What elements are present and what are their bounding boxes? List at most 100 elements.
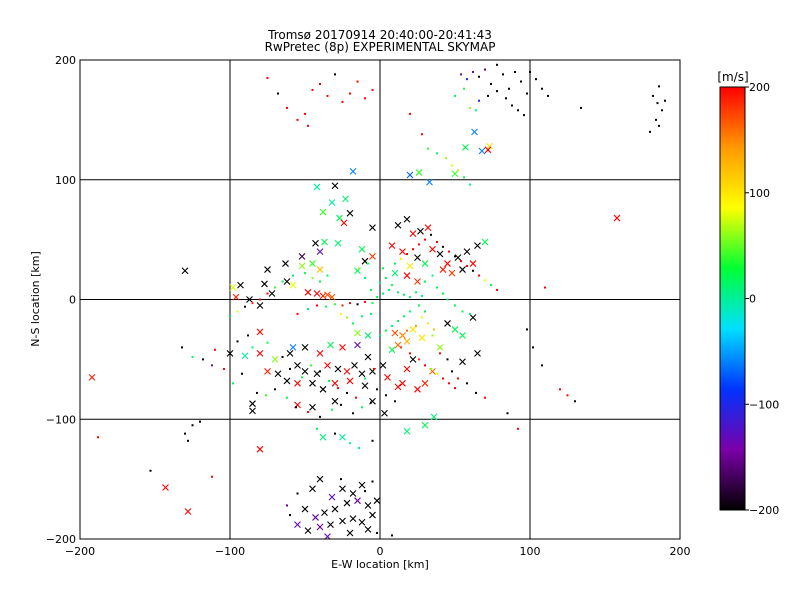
data-point-dot bbox=[340, 478, 342, 481]
data-point-dot bbox=[535, 78, 537, 81]
data-point-cross bbox=[414, 278, 421, 285]
data-point-cross bbox=[469, 260, 477, 267]
data-point-dot bbox=[356, 303, 359, 306]
data-point-dot bbox=[541, 364, 543, 367]
data-point-dot bbox=[424, 364, 426, 367]
data-point-cross bbox=[406, 262, 414, 270]
data-point-dot bbox=[461, 310, 464, 313]
data-point-dot bbox=[256, 391, 258, 394]
data-point-dot bbox=[451, 370, 453, 373]
data-point-dot bbox=[334, 73, 336, 76]
data-point-cross bbox=[421, 260, 429, 267]
data-point-cross bbox=[256, 302, 264, 309]
data-point-cross bbox=[403, 365, 411, 373]
data-point-dot bbox=[400, 346, 402, 349]
data-point-cross bbox=[184, 508, 192, 515]
data-point-dot bbox=[376, 388, 378, 391]
data-point-dot bbox=[184, 432, 186, 435]
data-point-cross bbox=[354, 497, 361, 505]
data-point-dot bbox=[448, 250, 450, 253]
data-point-dot bbox=[331, 408, 333, 411]
data-point-cross bbox=[342, 195, 349, 203]
data-point-cross bbox=[358, 518, 366, 526]
data-point-cross bbox=[256, 328, 264, 336]
data-point-cross bbox=[261, 280, 268, 288]
data-point-dot bbox=[265, 394, 267, 397]
data-point-dot bbox=[296, 492, 299, 495]
data-point-dot bbox=[421, 316, 423, 319]
data-point-cross bbox=[282, 260, 289, 267]
data-point-dot bbox=[379, 281, 381, 284]
data-point-dot bbox=[370, 401, 372, 404]
data-point-dot bbox=[281, 280, 284, 283]
data-point-cross bbox=[304, 288, 312, 296]
data-point-dot bbox=[400, 257, 402, 260]
data-point-cross bbox=[351, 361, 358, 369]
data-point-cross bbox=[439, 266, 447, 273]
data-point-cross bbox=[364, 332, 372, 339]
data-point-cross bbox=[319, 385, 327, 393]
data-point-dot bbox=[211, 475, 213, 478]
data-point-cross bbox=[249, 400, 256, 408]
data-point-cross bbox=[289, 344, 297, 351]
data-point-cross bbox=[309, 403, 316, 411]
data-point-dot bbox=[371, 88, 374, 91]
data-point-cross bbox=[340, 219, 348, 227]
data-point-dot bbox=[286, 504, 288, 507]
data-point-dot bbox=[448, 382, 450, 385]
data-point-dot bbox=[241, 372, 243, 375]
data-point-cross bbox=[354, 341, 361, 349]
data-point-dot bbox=[286, 396, 288, 399]
data-point-dot bbox=[547, 94, 549, 97]
data-point-cross bbox=[409, 230, 417, 238]
data-point-dot bbox=[442, 377, 444, 380]
data-point-dot bbox=[436, 152, 438, 155]
data-point-cross bbox=[301, 344, 309, 351]
data-point-dot bbox=[367, 262, 369, 265]
data-point-cross bbox=[379, 361, 387, 369]
data-point-cross bbox=[436, 250, 444, 258]
data-point-dot bbox=[406, 252, 408, 255]
data-point-dot bbox=[430, 367, 432, 370]
data-point-dot bbox=[484, 279, 486, 282]
data-point-dot bbox=[431, 334, 434, 337]
data-point-dot bbox=[247, 334, 249, 337]
data-point-cross bbox=[354, 329, 361, 337]
data-point-cross bbox=[241, 352, 249, 360]
data-point-cross bbox=[349, 167, 357, 175]
data-point-cross bbox=[319, 433, 327, 441]
data-point-cross bbox=[237, 281, 244, 289]
data-point-dot bbox=[409, 352, 411, 355]
data-point-cross bbox=[331, 397, 339, 405]
data-point-cross bbox=[478, 147, 486, 155]
data-point-dot bbox=[266, 76, 269, 79]
data-point-cross bbox=[298, 262, 306, 270]
data-point-dot bbox=[661, 109, 663, 112]
data-point-dot bbox=[281, 355, 284, 358]
data-point-dot bbox=[463, 176, 465, 179]
data-point-dot bbox=[415, 324, 417, 327]
data-point-dot bbox=[340, 312, 342, 315]
data-point-cross bbox=[286, 349, 294, 357]
data-point-cross bbox=[444, 260, 451, 267]
data-point-dot bbox=[394, 262, 396, 265]
data-point-cross bbox=[256, 349, 264, 357]
data-point-dot bbox=[346, 391, 348, 394]
data-point-dot bbox=[469, 183, 471, 186]
data-point-dot bbox=[236, 310, 239, 313]
data-point-dot bbox=[266, 341, 269, 344]
data-point-cross bbox=[289, 281, 297, 289]
data-point-dot bbox=[541, 87, 543, 90]
data-point-dot bbox=[460, 73, 462, 76]
data-point-dot bbox=[472, 269, 474, 272]
data-point-cross bbox=[309, 379, 316, 387]
data-point-cross bbox=[312, 239, 319, 247]
data-point-dot bbox=[289, 514, 291, 517]
data-point-cross bbox=[346, 377, 354, 385]
y-tick-label: 200 bbox=[55, 54, 76, 67]
data-point-dot bbox=[658, 124, 660, 127]
data-point-cross bbox=[388, 242, 396, 250]
data-point-cross bbox=[451, 170, 459, 178]
data-point-cross bbox=[327, 341, 334, 349]
colorbar-tick-label: −200 bbox=[749, 504, 779, 517]
